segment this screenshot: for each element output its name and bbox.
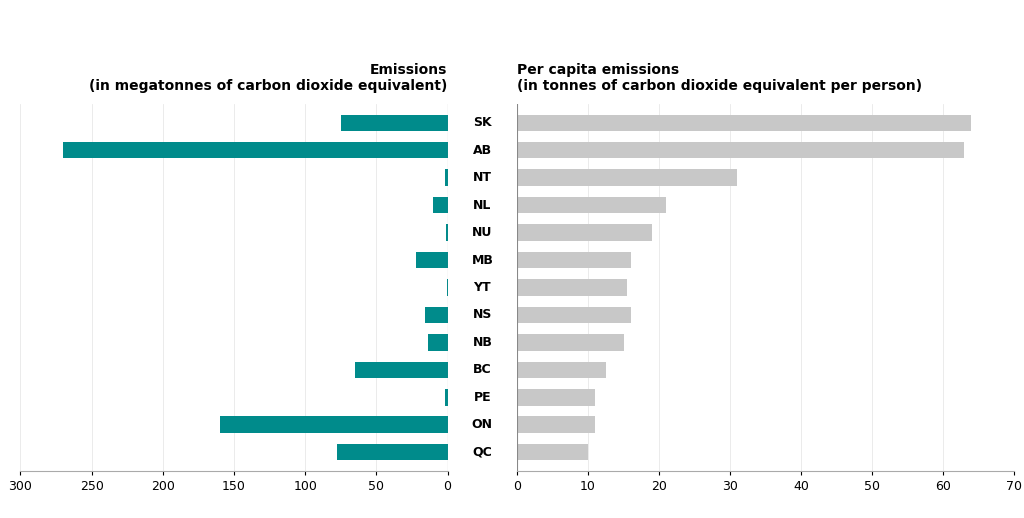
- Bar: [446, 224, 447, 241]
- Text: BC: BC: [473, 363, 492, 377]
- Text: ON: ON: [472, 418, 493, 431]
- Bar: [517, 307, 631, 323]
- Text: Emissions
(in megatonnes of carbon dioxide equivalent): Emissions (in megatonnes of carbon dioxi…: [89, 63, 447, 93]
- Text: NL: NL: [473, 198, 492, 212]
- Bar: [444, 389, 447, 406]
- Text: PE: PE: [473, 391, 492, 404]
- Bar: [517, 389, 595, 406]
- Text: NU: NU: [472, 226, 493, 239]
- Bar: [355, 362, 447, 378]
- Bar: [517, 142, 965, 159]
- Bar: [517, 252, 631, 268]
- Text: SK: SK: [473, 117, 492, 130]
- Bar: [433, 197, 447, 213]
- Bar: [220, 416, 447, 433]
- Bar: [517, 197, 666, 213]
- Bar: [517, 224, 652, 241]
- Bar: [337, 444, 447, 461]
- Text: QC: QC: [472, 445, 493, 458]
- Bar: [445, 169, 447, 186]
- Text: NS: NS: [473, 308, 493, 322]
- Text: Per capita emissions
(in tonnes of carbon dioxide equivalent per person): Per capita emissions (in tonnes of carbo…: [517, 63, 923, 93]
- Bar: [517, 444, 588, 461]
- Bar: [425, 307, 447, 323]
- Bar: [517, 279, 627, 296]
- Bar: [517, 362, 606, 378]
- Text: NT: NT: [473, 171, 492, 184]
- Bar: [417, 252, 447, 268]
- Bar: [341, 114, 447, 131]
- Bar: [517, 114, 971, 131]
- Bar: [517, 416, 595, 433]
- Bar: [428, 334, 447, 351]
- Text: NB: NB: [472, 336, 493, 349]
- Bar: [517, 334, 624, 351]
- Text: MB: MB: [471, 253, 494, 267]
- Text: AB: AB: [473, 144, 492, 157]
- Bar: [517, 169, 737, 186]
- Bar: [63, 142, 447, 159]
- Text: YT: YT: [473, 281, 492, 294]
